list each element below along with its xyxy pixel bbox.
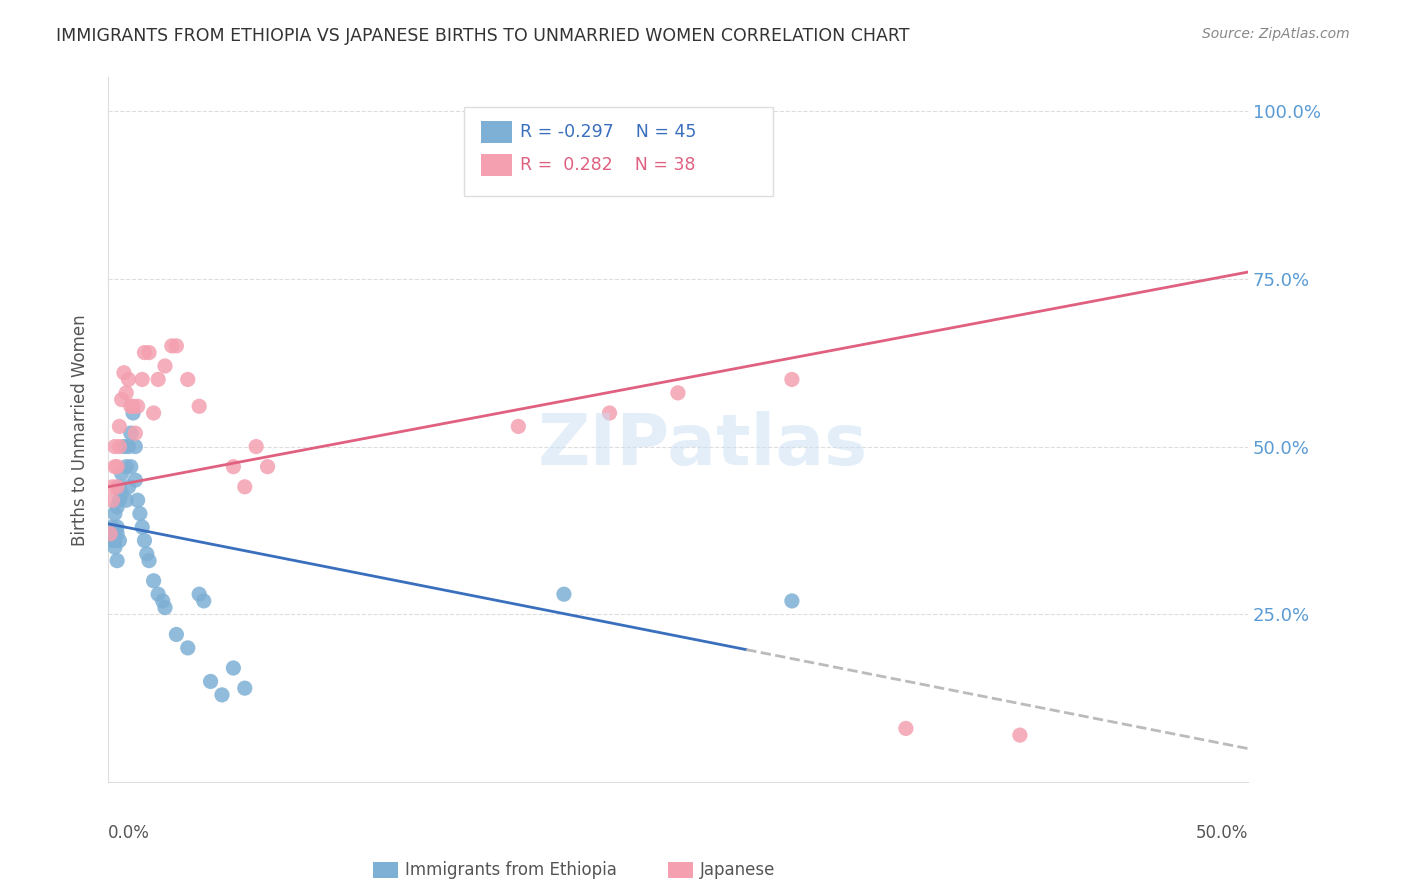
Point xyxy=(105,520,128,534)
Point xyxy=(131,520,153,534)
Text: R =  0.282    N = 38: R = 0.282 N = 38 xyxy=(520,156,696,174)
Point xyxy=(104,533,127,548)
Point xyxy=(134,345,156,359)
Point xyxy=(101,493,124,508)
Point xyxy=(134,533,156,548)
Point xyxy=(222,459,245,474)
Point xyxy=(122,399,145,413)
Point xyxy=(553,587,575,601)
Point xyxy=(233,681,256,695)
Text: Japanese: Japanese xyxy=(700,861,776,879)
Point xyxy=(177,640,200,655)
Point xyxy=(105,554,128,568)
Point xyxy=(117,372,139,386)
Point xyxy=(127,399,149,413)
Text: ZIPatlas: ZIPatlas xyxy=(538,411,868,481)
Text: R = -0.297    N = 45: R = -0.297 N = 45 xyxy=(520,123,696,141)
Point xyxy=(124,473,146,487)
Point xyxy=(104,507,127,521)
Point xyxy=(142,574,165,588)
Text: 50.0%: 50.0% xyxy=(1195,824,1249,842)
Point xyxy=(160,339,183,353)
Point xyxy=(188,587,211,601)
Text: IMMIGRANTS FROM ETHIOPIA VS JAPANESE BIRTHS TO UNMARRIED WOMEN CORRELATION CHART: IMMIGRANTS FROM ETHIOPIA VS JAPANESE BIR… xyxy=(56,27,910,45)
Point xyxy=(599,406,621,420)
Point xyxy=(153,600,176,615)
Point xyxy=(112,440,135,454)
Point xyxy=(115,459,138,474)
Point xyxy=(117,480,139,494)
Point xyxy=(111,486,134,500)
Point xyxy=(135,547,157,561)
Point xyxy=(124,440,146,454)
Point xyxy=(666,385,689,400)
Point xyxy=(122,406,145,420)
Point xyxy=(105,480,128,494)
Point xyxy=(101,533,124,548)
Point xyxy=(894,722,917,736)
Point xyxy=(105,500,128,514)
Point xyxy=(108,440,131,454)
Point xyxy=(146,372,169,386)
Point xyxy=(780,594,803,608)
Point xyxy=(508,419,530,434)
Point xyxy=(165,339,187,353)
Text: 0.0%: 0.0% xyxy=(108,824,150,842)
Point xyxy=(104,440,127,454)
Point xyxy=(104,540,127,554)
Point xyxy=(115,385,138,400)
Point xyxy=(105,459,128,474)
Point xyxy=(188,399,211,413)
Text: Immigrants from Ethiopia: Immigrants from Ethiopia xyxy=(405,861,617,879)
Point xyxy=(108,493,131,508)
Text: Source: ZipAtlas.com: Source: ZipAtlas.com xyxy=(1202,27,1350,41)
Point xyxy=(138,554,160,568)
Point xyxy=(105,526,128,541)
Point xyxy=(222,661,245,675)
Point xyxy=(127,493,149,508)
Point xyxy=(131,372,153,386)
Point xyxy=(200,674,222,689)
Point xyxy=(233,480,256,494)
Point xyxy=(98,526,121,541)
Point xyxy=(153,359,176,373)
Point xyxy=(101,520,124,534)
Point xyxy=(124,426,146,441)
Point xyxy=(112,366,135,380)
Point xyxy=(117,440,139,454)
Point xyxy=(120,399,142,413)
Point xyxy=(104,459,127,474)
Point xyxy=(165,627,187,641)
Point xyxy=(256,459,278,474)
Point xyxy=(1008,728,1031,742)
Point xyxy=(146,587,169,601)
Point xyxy=(193,594,215,608)
Point xyxy=(108,533,131,548)
Point xyxy=(111,467,134,481)
Point xyxy=(108,480,131,494)
Point xyxy=(780,372,803,386)
Point xyxy=(111,392,134,407)
Point xyxy=(152,594,174,608)
Y-axis label: Births to Unmarried Women: Births to Unmarried Women xyxy=(72,314,89,546)
Point xyxy=(138,345,160,359)
Point xyxy=(115,493,138,508)
Point xyxy=(211,688,233,702)
Point xyxy=(142,406,165,420)
Point xyxy=(101,480,124,494)
Point xyxy=(177,372,200,386)
Point xyxy=(98,526,121,541)
Point xyxy=(245,440,267,454)
Point xyxy=(129,507,152,521)
Point xyxy=(120,426,142,441)
Point xyxy=(120,459,142,474)
Point xyxy=(108,419,131,434)
